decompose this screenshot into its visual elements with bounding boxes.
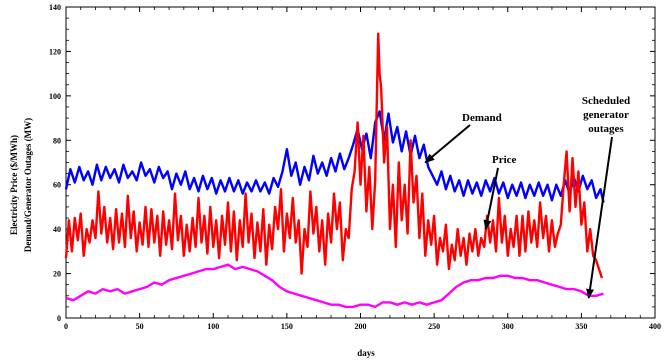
x-tick-label: 350 — [575, 322, 587, 331]
x-tick-label: 50 — [136, 322, 144, 331]
annotation-outages-line-2: generator — [583, 109, 629, 121]
y-tick-label: 100 — [49, 92, 61, 101]
x-axis-label: days — [357, 348, 375, 358]
annotation-outages-line-3: outages — [588, 123, 624, 135]
x-tick-label: 300 — [502, 322, 514, 331]
y-axis-label-price: Electricity Price ($/MWh) — [9, 135, 19, 235]
y-tick-label: 60 — [53, 181, 61, 190]
x-tick-label: 0 — [64, 322, 68, 331]
outages-line — [65, 263, 604, 309]
annotation-price: Price — [492, 154, 517, 166]
series-layer — [64, 32, 605, 309]
y-tick-label: 80 — [53, 136, 61, 145]
annotation-price-arrow — [483, 167, 499, 231]
y-axis-label-demand: Demand/Generator Outages (MW) — [23, 118, 33, 252]
x-tick-label: 400 — [649, 322, 661, 331]
x-tick-label: 250 — [428, 322, 440, 331]
annotation-demand-arrow — [424, 124, 471, 164]
y-axis-ticks: 0 20 40 60 80 100 120 140 — [49, 3, 655, 323]
x-tick-label: 150 — [281, 322, 293, 331]
x-tick-label: 100 — [207, 322, 219, 331]
annotation-layer: Demand Price Scheduled generator outages — [424, 95, 630, 299]
annotation-outages-arrow — [586, 136, 613, 299]
demand-line — [64, 110, 605, 203]
y-tick-label: 120 — [49, 47, 61, 56]
y-tick-label: 40 — [53, 225, 61, 234]
y-tick-label: 0 — [57, 314, 61, 323]
annotation-outages-line-1: Scheduled — [582, 95, 630, 107]
x-tick-label: 200 — [355, 322, 367, 331]
y-tick-label: 20 — [53, 270, 61, 279]
y-tick-label: 140 — [49, 3, 61, 12]
annotation-demand: Demand — [462, 112, 502, 124]
x-axis-ticks: 0 50 100 150 200 250 300 350 400 — [64, 7, 661, 331]
price-line — [64, 32, 604, 279]
